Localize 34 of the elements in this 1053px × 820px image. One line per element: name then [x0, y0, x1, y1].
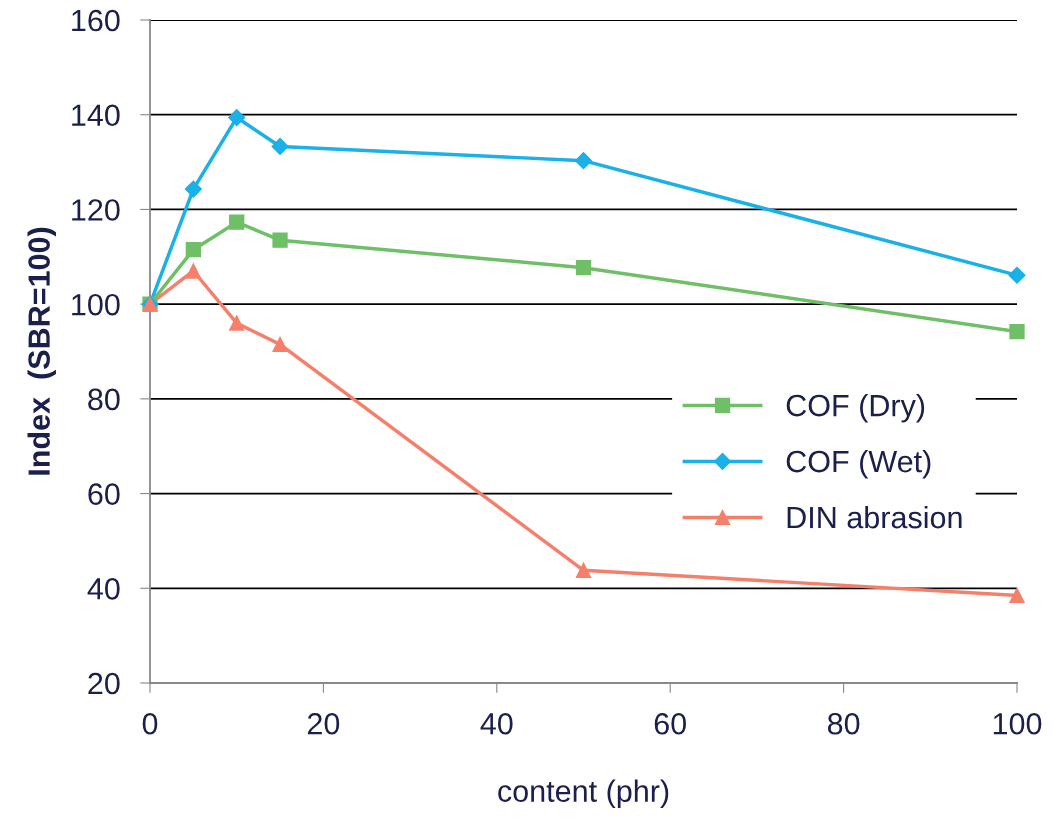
point — [185, 242, 201, 258]
point — [1009, 323, 1025, 340]
y-tick-label: 40 — [87, 578, 120, 600]
y-tick-label: 60 — [88, 483, 120, 505]
point — [575, 260, 592, 276]
point — [574, 152, 593, 170]
x-axis-title: content (phr) — [498, 779, 669, 809]
legend-label: DIN abrasion — [787, 505, 962, 529]
x-tick-label: 80 — [827, 712, 860, 735]
point — [272, 232, 288, 248]
y-tick-label: 80 — [88, 388, 120, 411]
x-tick-label: 20 — [307, 712, 340, 735]
x-tick-label: 40 — [480, 712, 513, 735]
y-tick-label: 160 — [72, 9, 120, 32]
legend-label: COF (Dry) — [786, 393, 925, 423]
point — [228, 109, 246, 127]
point — [229, 315, 245, 331]
x-tick-label: 100 — [993, 712, 1042, 735]
y-axis-title: Index (SBR=100) — [27, 227, 56, 475]
y-tick-label: 100 — [72, 293, 120, 316]
point — [1009, 587, 1025, 604]
point — [1008, 266, 1026, 284]
point — [575, 562, 592, 578]
x-tick-label: 60 — [654, 712, 686, 735]
y-tick-label: 20 — [88, 672, 120, 695]
point — [185, 263, 201, 279]
y-tick-label: 120 — [72, 199, 120, 221]
point — [272, 336, 288, 353]
point — [229, 214, 245, 230]
point — [271, 137, 289, 155]
y-tick-label: 140 — [72, 104, 120, 127]
point — [184, 180, 202, 198]
legend-label: COF (Wet) — [786, 449, 931, 479]
x-tick-label: 0 — [142, 712, 158, 735]
